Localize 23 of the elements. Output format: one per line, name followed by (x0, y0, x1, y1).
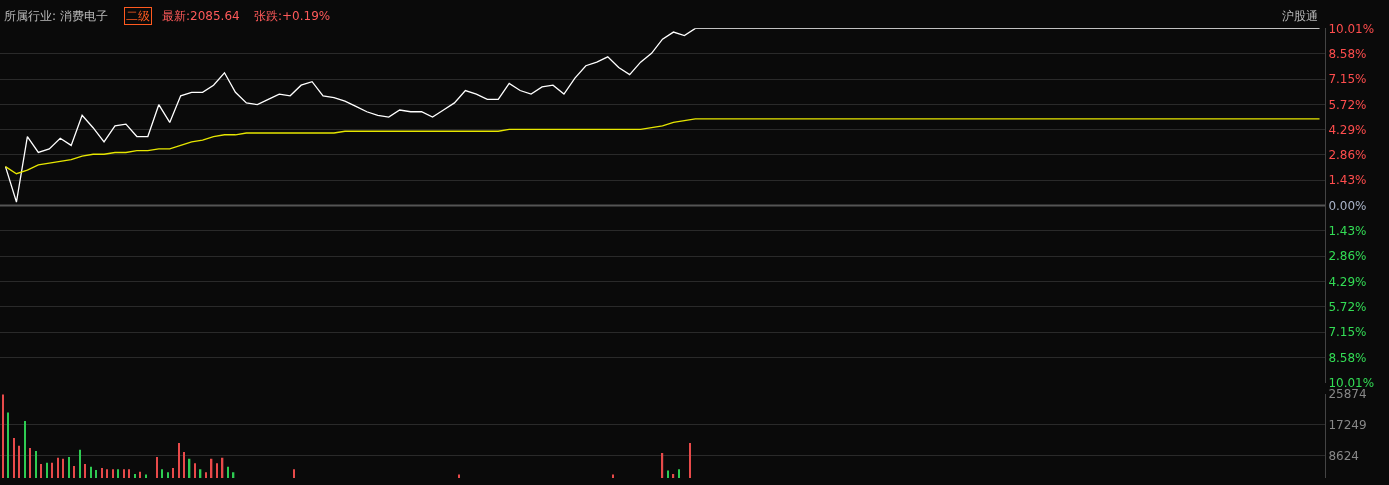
y-tick-label: 17249 (1328, 417, 1367, 432)
text: 最新:2085.64 (162, 9, 240, 23)
text: 沪股通 (1282, 9, 1318, 23)
y-tick-label: 25874 (1328, 386, 1367, 401)
y-tick-label: 4.29% (1328, 274, 1367, 289)
y-tick-label: 4.29% (1328, 122, 1367, 137)
y-tick-label: 8624 (1328, 449, 1359, 464)
y-tick-label: 5.72% (1328, 97, 1367, 112)
y-tick-label: 7.15% (1328, 325, 1367, 340)
y-tick-label: 7.15% (1328, 72, 1367, 87)
line-series (4, 118, 1321, 175)
y-tick-label: 2.86% (1328, 249, 1367, 264)
y-tick-label: 10.01% (1328, 21, 1375, 36)
y-tick-label: 0.00% (1328, 198, 1367, 213)
y-tick-label: 5.72% (1328, 300, 1367, 315)
y-tick-label: 8.58% (1328, 350, 1367, 365)
text: 所属行业: 消费电子 (4, 9, 108, 23)
y-tick-label: 2.86% (1328, 148, 1367, 163)
y-tick-label: 1.43% (1328, 224, 1367, 239)
y-tick-label: 8.58% (1328, 46, 1367, 61)
y-tick-label: 1.43% (1328, 173, 1367, 188)
text: 张跌:+0.19% (254, 9, 331, 23)
text: 二级 (126, 9, 150, 23)
